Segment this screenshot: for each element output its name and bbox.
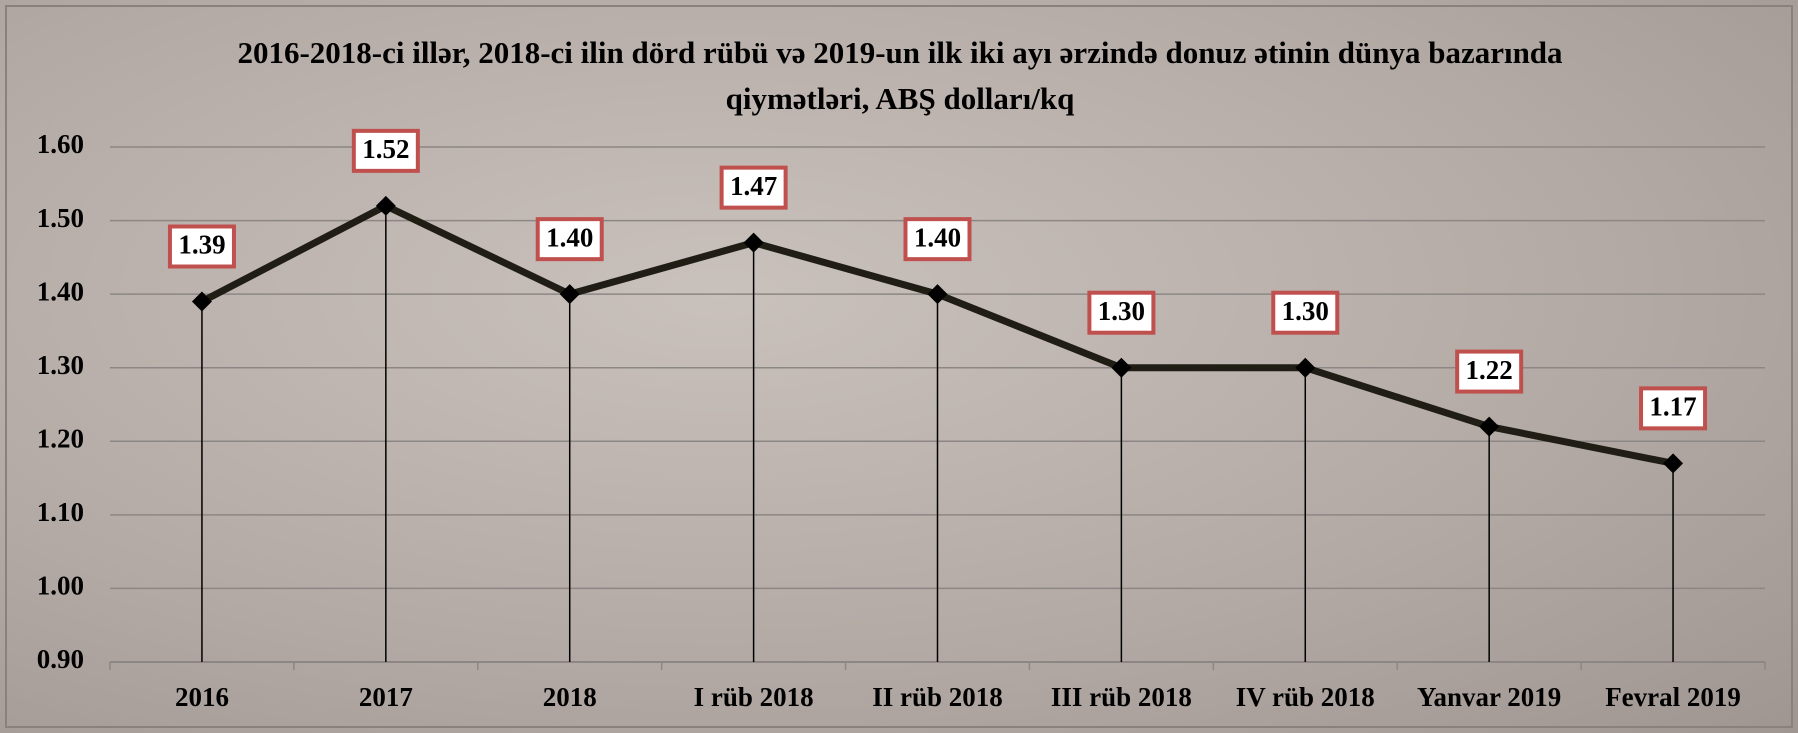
y-tick-label: 1.20 <box>37 423 84 453</box>
label-box <box>167 224 236 269</box>
label-box <box>719 165 788 210</box>
x-tick-label: Yanvar 2019 <box>1417 682 1561 712</box>
x-tick-label: 2016 <box>175 682 229 712</box>
label-box <box>351 128 420 173</box>
marker <box>1295 357 1316 378</box>
x-tick-label: 2018 <box>543 682 597 712</box>
x-tick-label: III rüb 2018 <box>1051 682 1192 712</box>
y-tick-label: 1.10 <box>37 497 84 527</box>
data-label: 1.40 <box>546 222 593 252</box>
data-label: 1.47 <box>730 171 777 201</box>
y-tick-label: 0.90 <box>37 644 84 674</box>
y-tick-label: 1.00 <box>37 571 84 601</box>
data-label: 1.40 <box>914 222 961 252</box>
label-box <box>1271 290 1340 335</box>
y-tick-label: 1.40 <box>37 276 84 306</box>
marker <box>1111 357 1132 378</box>
label-box <box>535 217 604 262</box>
data-label: 1.52 <box>362 134 409 164</box>
x-tick-label: IV rüb 2018 <box>1236 682 1375 712</box>
x-tick-label: 2017 <box>359 682 413 712</box>
marker <box>927 284 948 305</box>
marker <box>1479 416 1500 437</box>
x-tick-label: Fevral 2019 <box>1605 682 1741 712</box>
data-label: 1.30 <box>1282 296 1329 326</box>
y-tick-label: 1.60 <box>37 129 84 159</box>
marker <box>375 195 396 216</box>
marker <box>743 232 764 253</box>
label-box <box>1639 386 1708 431</box>
marker <box>1663 453 1684 474</box>
marker <box>559 284 580 305</box>
label-box <box>903 217 972 262</box>
frame <box>5 5 1793 728</box>
chart-title: 2016-2018-ci illər, 2018-ci ilin dörd rü… <box>237 35 1563 116</box>
y-tick-label: 1.50 <box>37 203 84 233</box>
label-box <box>1455 349 1524 394</box>
label-box <box>1087 290 1156 335</box>
x-tick-label: II rüb 2018 <box>872 682 1003 712</box>
data-label: 1.22 <box>1466 355 1513 385</box>
y-tick-label: 1.30 <box>37 350 84 380</box>
data-label: 1.39 <box>178 230 225 260</box>
data-label: 1.30 <box>1098 296 1145 326</box>
x-tick-label: I rüb 2018 <box>694 682 814 712</box>
data-label: 1.17 <box>1649 392 1696 422</box>
marker <box>191 291 212 312</box>
